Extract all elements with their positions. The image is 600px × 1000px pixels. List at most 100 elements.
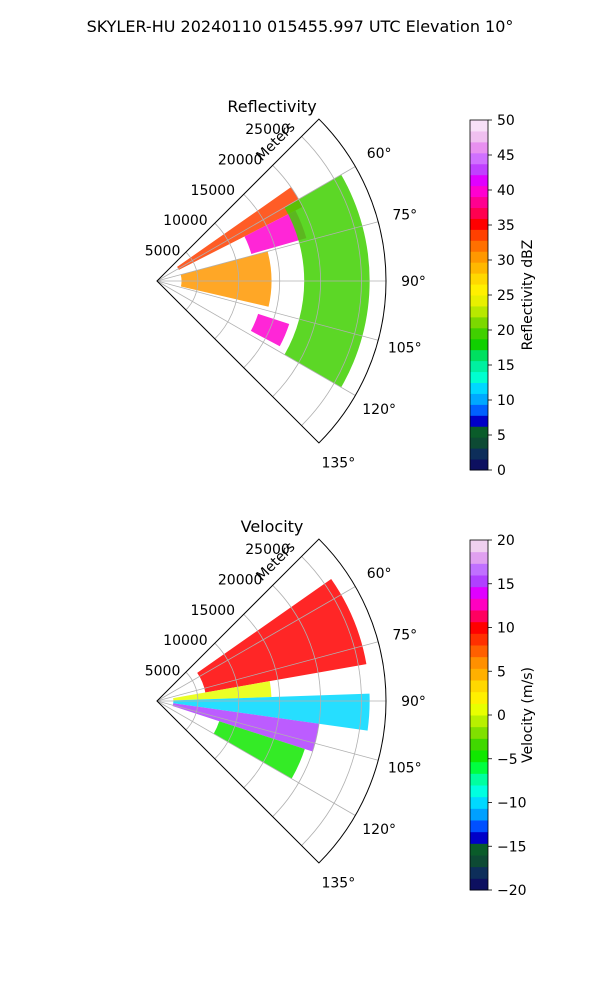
- sector-outline: [156, 538, 387, 864]
- colorbar-tick-label: 20: [497, 323, 515, 339]
- azimuth-gridline: [156, 221, 379, 282]
- azimuth-gridline: [156, 641, 379, 702]
- colorbar-swatch: [470, 796, 488, 809]
- colorbar-swatch: [470, 680, 488, 693]
- colorbar-swatch: [470, 656, 488, 669]
- colorbar-swatch: [470, 820, 488, 833]
- colorbar-swatch: [470, 229, 488, 241]
- field-cell-1: [244, 210, 307, 254]
- colorbar-swatch: [470, 750, 488, 763]
- colorbar-swatch: [470, 785, 488, 798]
- colorbar-swatch: [470, 437, 488, 449]
- colorbar-swatch: [470, 426, 488, 438]
- colorbar-swatch: [470, 262, 488, 274]
- azimuth-tick-label: 105°: [388, 760, 422, 776]
- colorbar-swatch: [470, 645, 488, 658]
- colorbar-swatch: [470, 382, 488, 394]
- colorbar-swatch: [470, 621, 488, 634]
- colorbar-swatch: [470, 540, 488, 553]
- colorbar-swatch: [470, 251, 488, 263]
- colorbar: −20 −15 −10 −5 0 5 10 15 20 Velocity (m/s): [469, 533, 536, 899]
- field-cell-4: [213, 721, 305, 779]
- colorbar-tick-label: 10: [497, 393, 515, 409]
- colorbar-tick-label: 10: [497, 621, 515, 637]
- colorbar-swatch: [470, 610, 488, 623]
- colorbar-swatch: [470, 563, 488, 576]
- azimuth-gridline: [156, 700, 379, 761]
- colorbar-swatch: [470, 773, 488, 786]
- colorbar-swatch: [470, 120, 488, 132]
- colorbar-swatch: [470, 371, 488, 383]
- colorbar-tick-label: 40: [497, 183, 515, 199]
- azimuth-gridline: [156, 280, 379, 341]
- colorbar-tick-label: −20: [497, 883, 527, 899]
- range-tick-label: 10000: [163, 213, 208, 229]
- azimuth-tick-label: 135°: [321, 875, 355, 891]
- field-cell-0: [197, 579, 367, 693]
- colorbar-swatch: [470, 808, 488, 821]
- figure-title: SKYLER-HU 20240110 015455.997 UTC Elevat…: [87, 17, 514, 36]
- field-cell-2: [180, 251, 272, 307]
- azimuth-gridline: [156, 166, 356, 282]
- colorbar-tick-label: 5: [497, 428, 506, 444]
- colorbar-tick-label: 15: [497, 577, 515, 593]
- colorbar-tick-label: 20: [497, 533, 515, 549]
- colorbar-swatch: [470, 703, 488, 716]
- range-tick-label: 20000: [218, 152, 263, 168]
- azimuth-tick-label: 90°: [401, 694, 426, 710]
- range-tick-label: 15000: [191, 183, 236, 199]
- colorbar-swatch: [470, 174, 488, 187]
- range-tick-label: 25000: [245, 542, 290, 558]
- colorbar-tick-label: 50: [497, 113, 515, 129]
- colorbar-swatch: [470, 843, 488, 856]
- colorbar-swatch: [470, 185, 488, 198]
- colorbar-swatch: [470, 295, 488, 307]
- colorbar-swatch: [470, 273, 488, 285]
- colorbar-swatch: [470, 196, 488, 208]
- colorbar-swatch: [470, 598, 488, 611]
- colorbar-swatch: [470, 761, 488, 774]
- colorbar-swatch: [470, 338, 488, 351]
- colorbar-swatch: [470, 866, 488, 879]
- colorbar-swatch: [470, 349, 488, 362]
- panel-title: Velocity: [241, 517, 304, 536]
- colorbar-swatch: [470, 738, 488, 751]
- colorbar-swatch: [470, 360, 488, 373]
- azimuth-tick-label: 90°: [401, 274, 426, 290]
- colorbar-tick-label: −15: [497, 839, 527, 855]
- colorbar-tick-label: −10: [497, 796, 527, 812]
- azimuth-tick-label: 120°: [362, 402, 396, 418]
- range-tick-label: 10000: [163, 633, 208, 649]
- azimuth-tick-label: 120°: [362, 822, 396, 838]
- colorbar-tick-label: 30: [497, 253, 515, 269]
- range-tick-label: 5000: [145, 664, 181, 680]
- colorbar-swatch: [470, 163, 488, 176]
- colorbar-tick-label: 35: [497, 218, 515, 234]
- colorbar-swatch: [470, 327, 488, 340]
- colorbar-swatch: [470, 715, 488, 728]
- colorbar-swatch: [470, 415, 488, 427]
- colorbar-tick-label: 25: [497, 288, 515, 304]
- field-cell-3: [250, 313, 290, 347]
- colorbar-swatch: [470, 130, 488, 143]
- field-cell-0: [177, 187, 303, 270]
- colorbar-swatch: [470, 726, 488, 739]
- azimuth-tick-label: 75°: [392, 208, 417, 224]
- colorbar-swatch: [470, 305, 488, 318]
- range-tick-label: 25000: [245, 122, 290, 138]
- colorbar-tick-label: 0: [497, 463, 506, 479]
- colorbar-tick-label: 0: [497, 708, 506, 724]
- range-tick-label: 15000: [191, 603, 236, 619]
- colorbar-swatch: [470, 459, 488, 471]
- panel-title: Reflectivity: [227, 97, 316, 116]
- colorbar-swatch: [470, 152, 488, 165]
- azimuth-tick-label: 75°: [392, 628, 417, 644]
- colorbar-swatch: [470, 855, 488, 868]
- colorbar-swatch: [470, 393, 488, 405]
- colorbar-label: Reflectivity dBZ: [520, 240, 536, 351]
- colorbar-swatch: [470, 575, 488, 588]
- colorbar-swatch: [470, 316, 488, 329]
- colorbar-swatch: [470, 448, 488, 460]
- colorbar-tick-label: 45: [497, 148, 515, 164]
- range-tick-label: 20000: [218, 572, 263, 588]
